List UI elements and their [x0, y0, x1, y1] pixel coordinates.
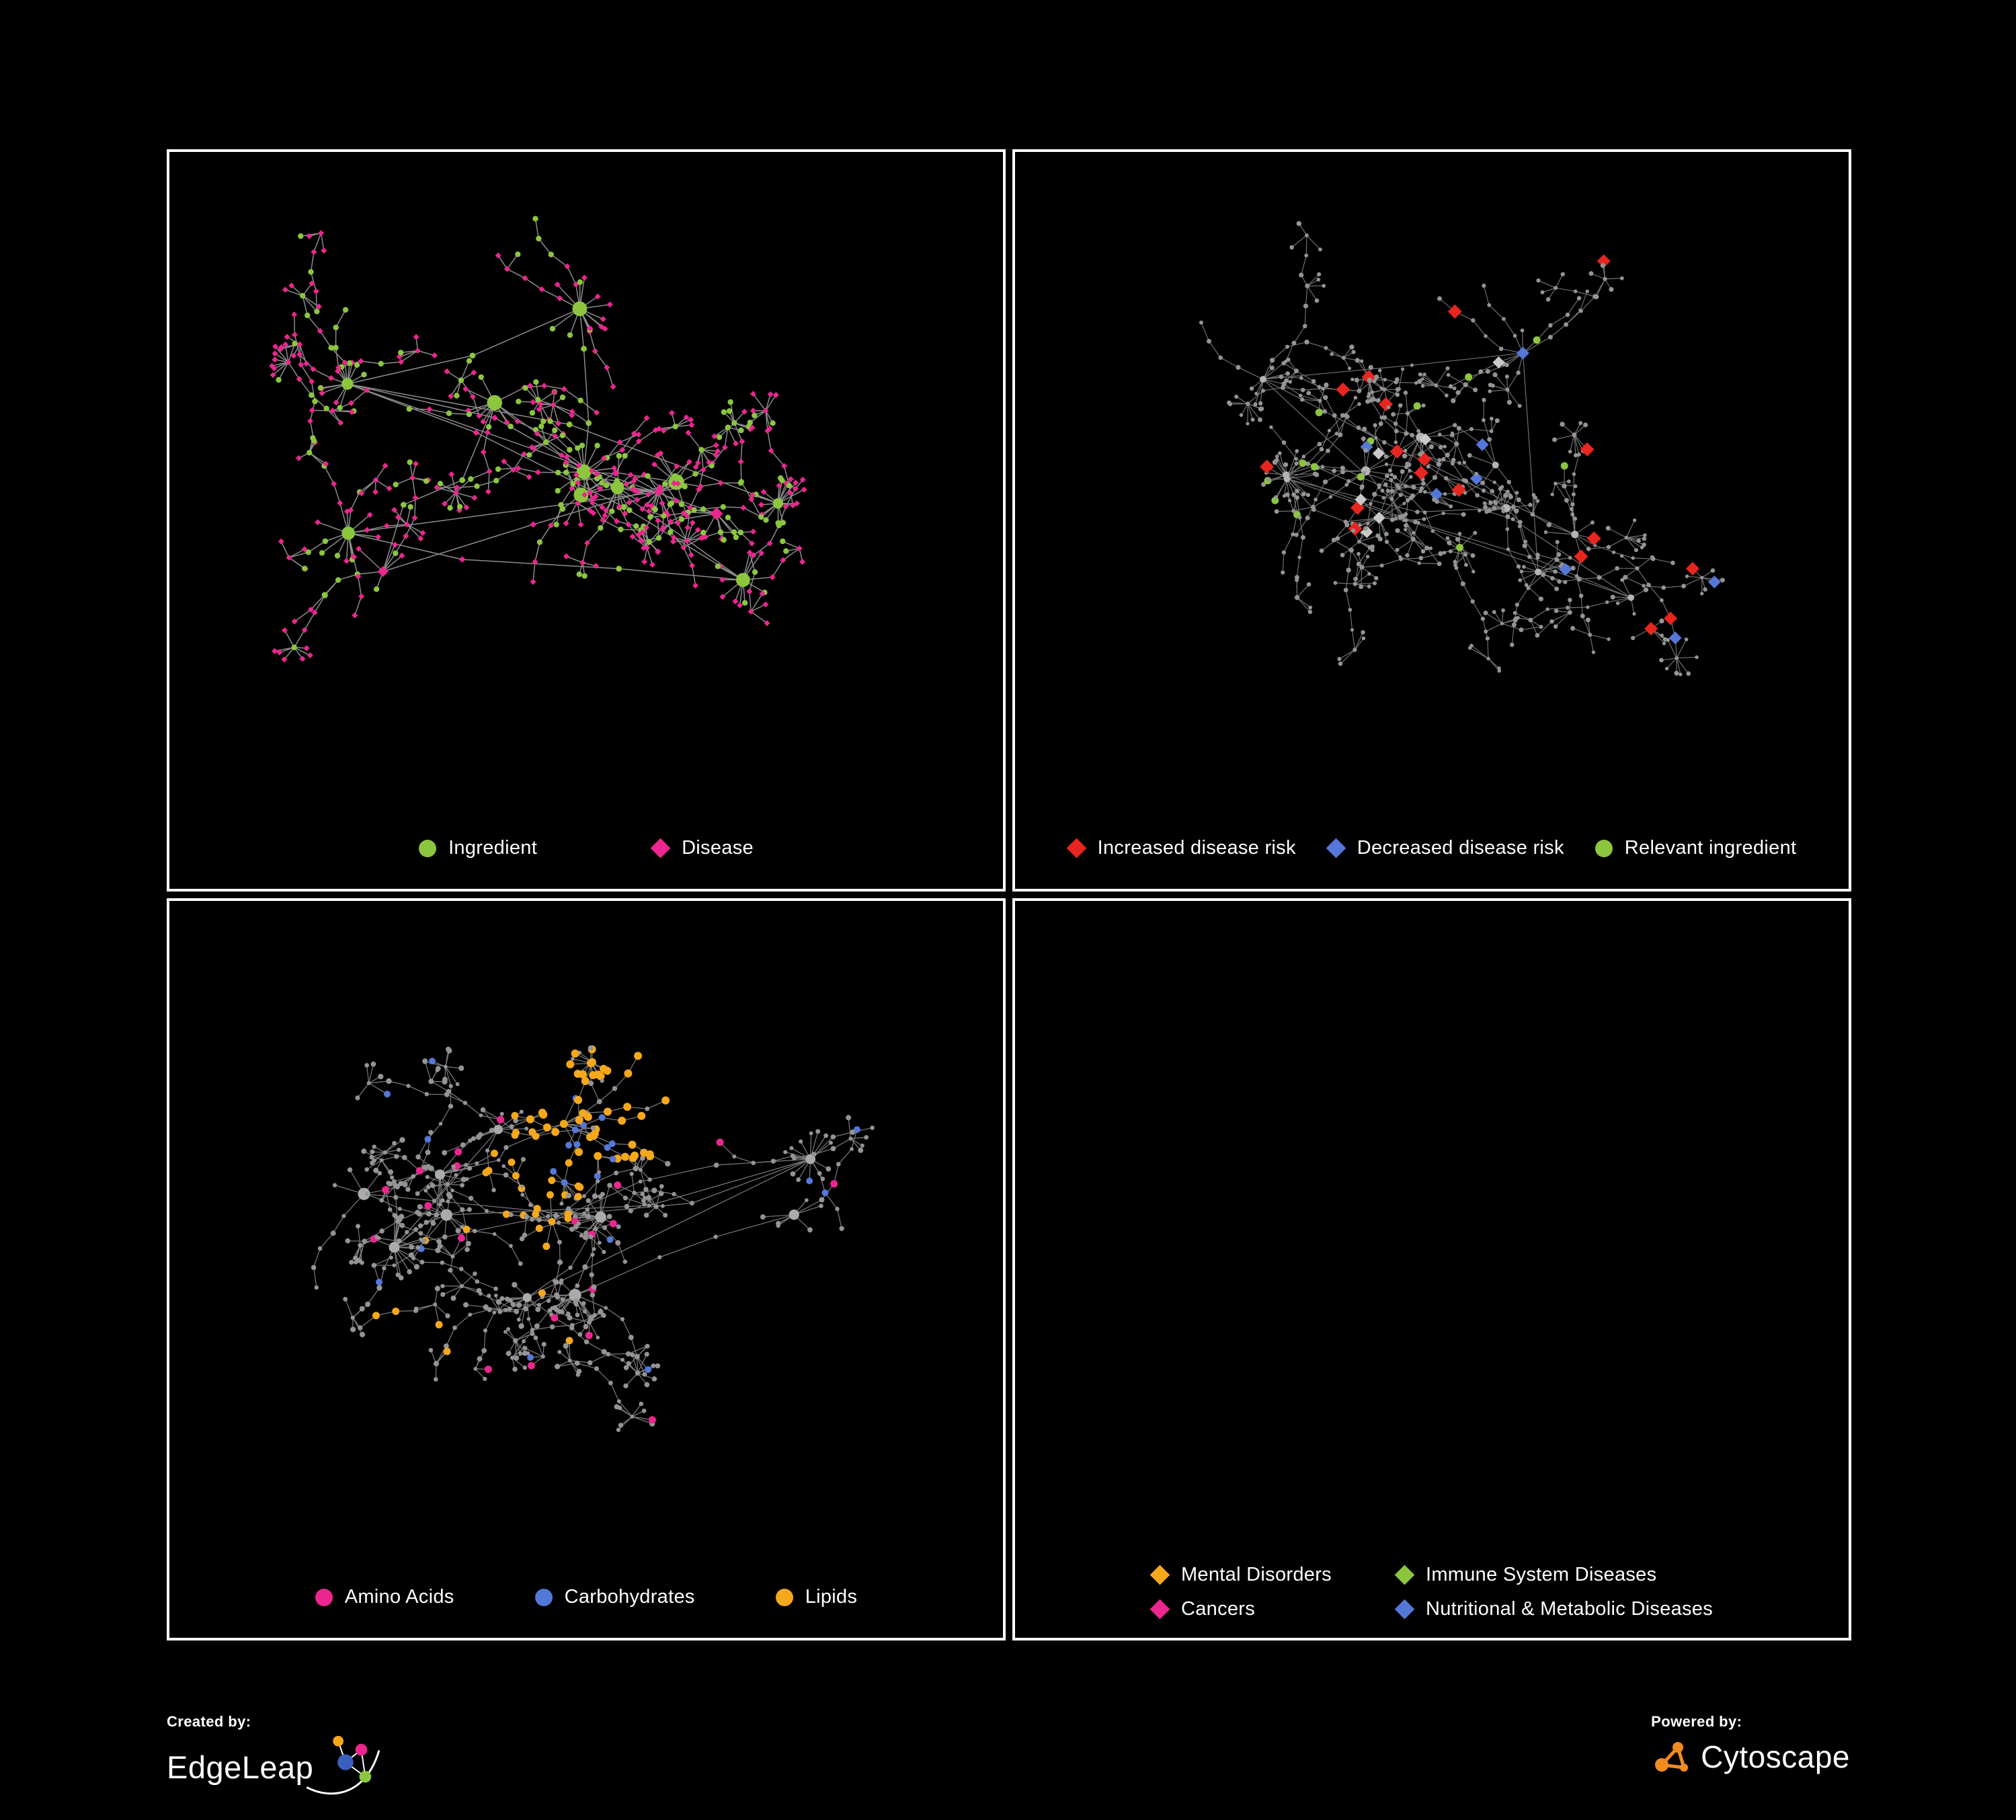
legend-label: Nutritional & Metabolic Diseases	[1425, 1598, 1713, 1620]
ingredient-swatch	[419, 839, 437, 857]
powered-by-label: Powered by:	[1651, 1713, 1742, 1730]
legend-label: Increased disease risk	[1097, 837, 1296, 859]
panel-disease-categories: Mental Disorders Immune System Diseases …	[1012, 898, 1851, 1640]
cytoscape-logo-icon	[1655, 1742, 1689, 1772]
panel-disease-risk: Increased disease risk Decreased disease…	[1012, 149, 1851, 892]
legend-item: Decreased disease risk	[1326, 837, 1564, 859]
legend-disease-risk: Increased disease risk Decreased disease…	[1015, 837, 1849, 859]
network-ingredient-disease	[269, 216, 807, 663]
panel-nutrient-classes: Amino Acids Carbohydrates Lipids	[167, 898, 1006, 1640]
created-by-block: Created by: EdgeLeap	[167, 1713, 383, 1798]
legend-item: Nutritional & Metabolic Diseases	[1394, 1598, 1713, 1620]
edgeleap-wordmark: EdgeLeap	[167, 1749, 314, 1785]
relevant-ingredient-swatch	[1595, 839, 1613, 857]
legend-ingredient-disease: Ingredient Disease	[169, 837, 1003, 859]
cancers-swatch	[1150, 1599, 1170, 1620]
legend-label: Disease	[682, 837, 754, 859]
decreased-risk-swatch	[1326, 838, 1346, 859]
mental-disorders-swatch	[1150, 1565, 1170, 1585]
disease-swatch	[650, 838, 671, 859]
legend-nutrient-classes: Amino Acids Carbohydrates Lipids	[169, 1586, 1003, 1608]
created-by-label: Created by:	[167, 1713, 251, 1730]
carbohydrates-swatch	[534, 1588, 553, 1606]
legend-label: Cancers	[1180, 1598, 1256, 1620]
panel-grid: Ingredient Disease Increased disease ris…	[167, 149, 1851, 1640]
legend-item: Increased disease risk	[1066, 837, 1296, 859]
legend-item: Mental Disorders	[1150, 1564, 1332, 1586]
legend-label: Decreased disease risk	[1357, 837, 1564, 859]
legend-item: Immune System Diseases	[1394, 1564, 1657, 1586]
legend-label: Relevant ingredient	[1624, 837, 1797, 859]
legend-label: Immune System Diseases	[1425, 1564, 1657, 1585]
powered-by-block: Powered by: Cytoscape	[1651, 1713, 1850, 1778]
cytoscape-wordmark: Cytoscape	[1701, 1739, 1850, 1774]
footer: Created by: EdgeLeap Powered by:	[167, 1713, 1850, 1798]
immune-diseases-swatch	[1394, 1565, 1415, 1585]
panel-ingredient-disease: Ingredient Disease	[167, 149, 1006, 892]
metabolic-diseases-swatch	[1394, 1599, 1415, 1620]
legend-item: Disease	[650, 837, 754, 859]
network-disease-risk	[1199, 221, 1725, 676]
legend-item: Relevant ingredient	[1595, 837, 1797, 859]
network-disease-categories	[1015, 905, 1849, 1536]
increased-risk-swatch	[1066, 838, 1086, 859]
legend-label: Amino Acids	[344, 1586, 454, 1608]
cytoscape-lockup: Cytoscape	[1651, 1736, 1850, 1778]
legend-label: Carbohydrates	[564, 1586, 695, 1608]
edgeleap-lockup: EdgeLeap	[167, 1735, 383, 1798]
lipids-swatch	[775, 1588, 793, 1606]
legend-label: Ingredient	[448, 837, 538, 859]
legend-item: Lipids	[775, 1586, 858, 1608]
legend-disease-categories: Mental Disorders Immune System Diseases …	[1150, 1564, 1713, 1620]
amino-acids-swatch	[315, 1588, 333, 1606]
legend-item: Ingredient	[419, 837, 537, 859]
legend-item: Carbohydrates	[534, 1586, 695, 1608]
edgeleap-logo-icon	[306, 1735, 380, 1795]
legend-item: Cancers	[1150, 1598, 1256, 1620]
network-nutrient-classes	[311, 1045, 875, 1432]
legend-label: Lipids	[805, 1586, 858, 1608]
legend-label: Mental Disorders	[1180, 1564, 1332, 1585]
legend-item: Amino Acids	[315, 1586, 454, 1608]
